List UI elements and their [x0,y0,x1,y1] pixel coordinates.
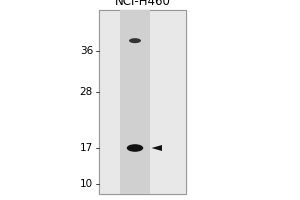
Text: 10: 10 [80,179,93,189]
Text: 17: 17 [80,143,93,153]
Text: 28: 28 [80,87,93,97]
Ellipse shape [127,144,143,152]
Ellipse shape [129,38,141,43]
Text: 36: 36 [80,46,93,56]
Bar [99,10,186,194]
Bar [120,10,150,194]
Polygon shape [152,145,162,151]
Text: NCI-H460: NCI-H460 [115,0,170,8]
